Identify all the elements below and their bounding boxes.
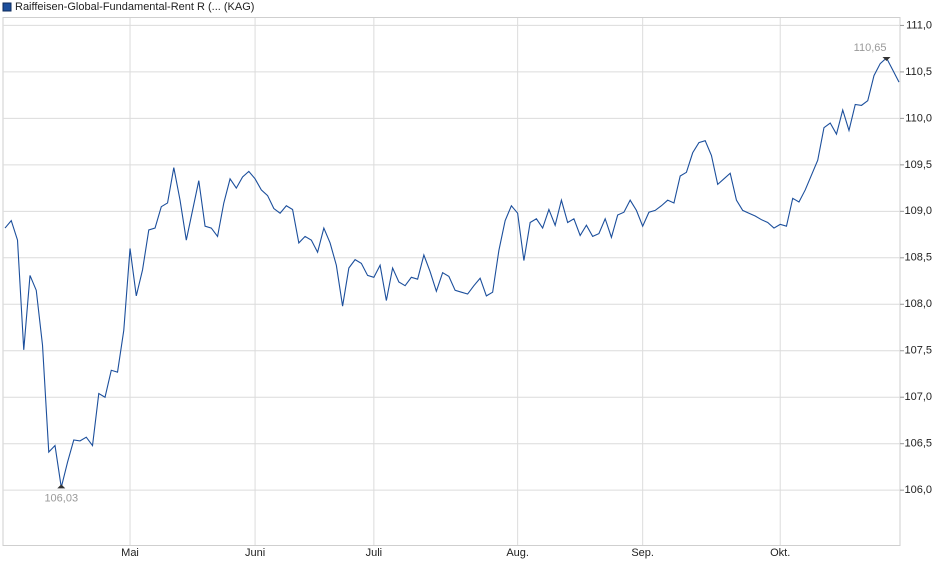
x-tick-label: Okt. — [770, 547, 790, 559]
y-tick-label: 110,0 — [905, 112, 932, 124]
x-tick-label: Mai — [121, 547, 139, 559]
value-label: 110,65 — [854, 42, 887, 54]
y-tick-label: 106,0 — [904, 484, 932, 496]
x-tick-label: Sep. — [631, 547, 654, 559]
x-tick-label: Juli — [366, 547, 383, 559]
x-tick-label: Juni — [245, 547, 265, 559]
legend-swatch — [2, 2, 12, 12]
legend-label: Raiffeisen-Global-Fundamental-Rent R (..… — [15, 1, 254, 13]
extreme-marker — [882, 56, 891, 61]
value-label: 106,03 — [44, 492, 78, 504]
extreme-marker — [57, 484, 66, 489]
y-tick-label: 111,0 — [906, 19, 932, 31]
y-tick-label: 108,5 — [904, 252, 932, 264]
series-line — [4, 57, 900, 488]
y-tick-label: 110,5 — [905, 66, 932, 78]
plot-frame — [2, 17, 901, 546]
y-tick-label: 107,5 — [904, 345, 932, 357]
x-tick-label: Aug. — [506, 547, 529, 559]
y-tick-label: 108,0 — [904, 298, 932, 310]
y-tick-label: 106,5 — [904, 438, 932, 450]
y-tick-label: 107,0 — [904, 391, 932, 403]
y-tick-label: 109,0 — [904, 205, 932, 217]
y-tick-label: 109,5 — [904, 159, 932, 171]
